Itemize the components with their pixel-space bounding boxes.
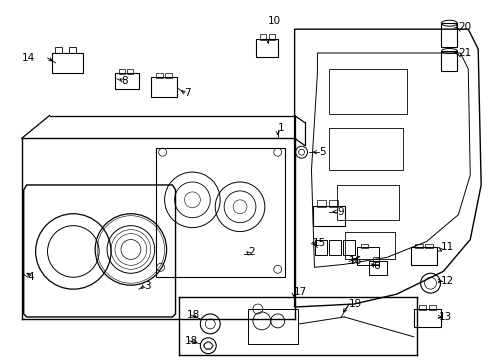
Bar: [427, 305, 435, 310]
Text: 19: 19: [348, 299, 362, 309]
Bar: [360, 243, 367, 248]
Text: 6: 6: [372, 261, 379, 271]
Bar: [418, 305, 425, 310]
Bar: [315, 239, 326, 255]
Text: 3: 3: [143, 281, 150, 291]
Text: 18: 18: [184, 336, 197, 346]
Text: 5: 5: [319, 147, 325, 157]
Text: 11: 11: [440, 243, 453, 252]
Text: 12: 12: [440, 276, 453, 286]
Bar: [55, 47, 62, 53]
Bar: [328, 239, 341, 255]
Text: 16: 16: [348, 256, 362, 266]
Text: 20: 20: [457, 22, 470, 32]
Bar: [368, 261, 386, 275]
Bar: [155, 73, 163, 78]
Bar: [343, 239, 354, 255]
Bar: [119, 69, 124, 74]
Bar: [441, 51, 456, 71]
Bar: [328, 129, 402, 170]
Bar: [69, 47, 76, 53]
Bar: [356, 247, 378, 265]
Bar: [127, 69, 133, 74]
Bar: [268, 34, 274, 40]
Bar: [164, 73, 171, 78]
Bar: [328, 200, 338, 207]
Text: 14: 14: [21, 53, 35, 63]
Text: 2: 2: [247, 247, 254, 257]
Text: 9: 9: [337, 207, 343, 217]
Bar: [328, 69, 406, 113]
Bar: [441, 23, 456, 47]
Text: 21: 21: [457, 48, 470, 58]
Text: 13: 13: [438, 312, 451, 322]
Text: 1: 1: [277, 123, 284, 134]
Text: 4: 4: [28, 272, 34, 282]
Bar: [150, 77, 176, 96]
Bar: [51, 53, 83, 73]
Bar: [317, 200, 325, 207]
Bar: [247, 309, 297, 344]
Text: 15: 15: [312, 238, 325, 248]
Bar: [337, 185, 398, 220]
Text: 18: 18: [186, 310, 199, 320]
Text: 17: 17: [293, 287, 306, 297]
Text: 7: 7: [184, 88, 191, 98]
Bar: [424, 243, 432, 248]
Text: 10: 10: [267, 16, 281, 26]
Bar: [413, 309, 441, 327]
Bar: [410, 247, 436, 265]
Bar: [313, 206, 345, 226]
Bar: [255, 39, 277, 57]
Bar: [115, 73, 139, 89]
Bar: [414, 243, 422, 248]
Bar: [372, 257, 378, 262]
Bar: [155, 148, 284, 277]
Bar: [259, 34, 265, 40]
Bar: [345, 231, 394, 260]
Text: 8: 8: [121, 76, 127, 86]
